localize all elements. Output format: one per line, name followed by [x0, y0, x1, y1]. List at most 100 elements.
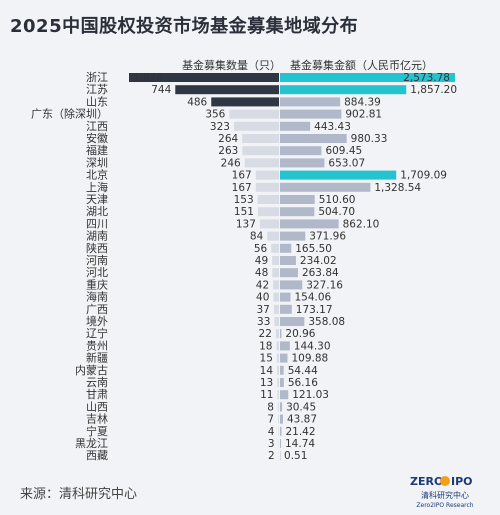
count-bar: [255, 182, 279, 192]
count-value-label: 264: [218, 133, 238, 145]
amount-bar: [280, 426, 282, 436]
category-label: 辽宁: [86, 326, 108, 340]
logo-en-text: Zero2IPO Research: [416, 502, 473, 509]
category-label: 西藏: [86, 449, 108, 462]
amount-value-label: 173.17: [296, 304, 333, 316]
amount-value-label: 862.10: [343, 218, 380, 230]
count-value-label: 356: [205, 109, 225, 121]
amount-value-label: 902.81: [345, 109, 382, 121]
amount-value-label: 56.16: [288, 377, 318, 389]
category-label: 上海: [86, 180, 108, 194]
amount-value-label: 510.60: [319, 194, 356, 206]
count-value-label: 84: [250, 231, 264, 243]
amount-bar: [280, 85, 407, 95]
count-bar: [244, 158, 279, 168]
category-label: 深圳: [86, 156, 108, 169]
amount-value-label: 154.06: [294, 292, 331, 304]
category-label: 河南: [86, 254, 108, 267]
amount-value-label: 980.33: [351, 133, 388, 145]
category-label: 安徽: [86, 131, 108, 145]
amount-value-label: 234.02: [300, 255, 337, 267]
amount-bar: [280, 353, 288, 363]
category-label: 吉林: [86, 412, 108, 426]
count-value-label: 33: [257, 316, 270, 328]
category-label: 浙江: [86, 71, 108, 84]
amount-value-label: 609.45: [325, 145, 362, 157]
category-label: 内蒙古: [75, 363, 108, 377]
amount-value-label: 54.44: [288, 365, 318, 377]
count-bar: [273, 304, 279, 314]
butterfly-bar-chart: 浙江 1,076 2,573.78 江苏 744 1,857.20 山东 486 884.39 广…: [31, 71, 457, 462]
amount-bar: [280, 402, 283, 412]
amount-value-label: 165.50: [295, 243, 332, 255]
count-value-label: 15: [260, 353, 273, 365]
count-bar: [255, 170, 279, 180]
count-bar: [273, 280, 279, 290]
count-value-label: 48: [255, 267, 268, 279]
count-value-label: 49: [255, 255, 268, 267]
amount-bar: [280, 158, 325, 168]
amount-value-label: 2,573.78: [403, 72, 450, 84]
category-label: 云南: [86, 376, 108, 389]
count-bar: [272, 256, 279, 265]
count-bar: [267, 231, 279, 241]
amount-value-label: 14.74: [285, 438, 315, 450]
category-label: 广东（除深圳）: [31, 107, 108, 121]
count-value-label: 167: [232, 182, 252, 194]
category-label: 天津: [86, 193, 108, 206]
amount-bar: [280, 170, 397, 180]
category-label: 甘肃: [86, 388, 108, 401]
amount-bar: [280, 256, 296, 265]
amount-bar: [280, 146, 322, 156]
logo-zero-text: ZERO: [410, 475, 443, 488]
count-value-label: 18: [259, 340, 272, 352]
amount-bar: [280, 231, 306, 241]
category-label: 广西: [86, 303, 108, 316]
amount-value-label: 358.08: [308, 316, 345, 328]
count-bar: [242, 146, 279, 156]
category-label: 山东: [86, 95, 108, 108]
category-label: 福建: [86, 143, 108, 157]
count-bar: [257, 195, 279, 204]
category-label: 宁夏: [86, 424, 108, 438]
amount-value-label: 1,709.09: [400, 170, 447, 182]
count-value-label: 744: [151, 84, 171, 96]
amount-value-label: 121.03: [292, 389, 329, 401]
count-bar: [273, 292, 279, 302]
amount-bar: [280, 195, 315, 204]
count-bar: [278, 426, 279, 436]
amount-bar: [280, 207, 315, 217]
count-bar: [277, 390, 279, 400]
count-value-label: 137: [236, 218, 256, 230]
category-label: 重庆: [86, 277, 108, 291]
amount-bar: [280, 268, 298, 278]
amount-bar: [280, 219, 339, 229]
amount-value-label: 263.84: [302, 267, 339, 279]
amount-bar: [280, 378, 284, 387]
amount-bar: [280, 121, 311, 131]
amount-bar: [280, 280, 303, 290]
amount-bar: [280, 134, 347, 143]
count-bar: [242, 134, 279, 143]
chart-title: 2025中国股权投资市场基金募集地域分布: [10, 16, 359, 37]
amount-bar: [280, 97, 341, 107]
count-bar: [233, 121, 279, 131]
category-label: 新疆: [86, 351, 108, 365]
category-label: 黑龙江: [75, 437, 108, 450]
amount-value-label: 504.70: [318, 206, 355, 218]
amount-value-label: 653.07: [328, 157, 365, 169]
count-bar: [277, 402, 279, 412]
count-series-header: 基金募集数量（只）: [182, 59, 281, 72]
count-value-label: 4: [268, 426, 275, 438]
amount-value-label: 1,857.20: [410, 84, 457, 96]
count-value-label: 263: [218, 145, 238, 157]
count-value-label: 151: [234, 206, 254, 218]
amount-value-label: 43.87: [287, 414, 317, 426]
category-label: 湖北: [86, 205, 108, 218]
amount-value-label: 884.39: [344, 96, 381, 108]
category-label: 陕西: [86, 241, 108, 255]
count-value-label: 167: [232, 170, 252, 182]
count-value-label: 2: [268, 450, 275, 462]
amount-bar: [280, 439, 282, 448]
amount-bar: [280, 243, 292, 253]
